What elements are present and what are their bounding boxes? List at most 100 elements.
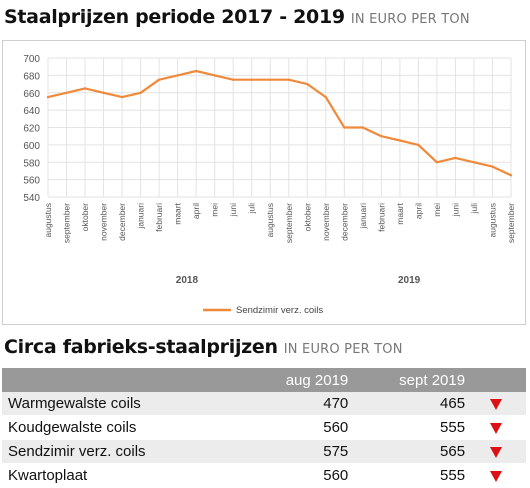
price-table: aug 2019 sept 2019 Warmgewalste coils 47… [2, 368, 526, 488]
year-label: 2018 [176, 275, 199, 286]
data-point [398, 139, 401, 142]
x-tick-label: september [506, 203, 516, 243]
y-tick-label: 620 [23, 124, 40, 135]
chart-title-unit: IN EURO PER TON [350, 12, 470, 27]
data-point [269, 78, 272, 81]
x-tick-label: november [99, 203, 109, 241]
x-tick-label: oktober [302, 203, 312, 232]
row-sep-value: 555 [348, 415, 466, 440]
x-tick-label: augustus [265, 203, 275, 238]
x-tick-label: september [284, 203, 294, 243]
header-name [2, 368, 242, 392]
data-point [509, 174, 513, 177]
data-point [65, 91, 68, 94]
data-point [361, 126, 364, 129]
data-point [139, 91, 142, 94]
data-point [46, 95, 50, 99]
data-point [324, 95, 327, 99]
row-trend [465, 392, 526, 416]
x-tick-label: januari [358, 203, 368, 230]
row-aug-value: 560 [241, 463, 349, 488]
x-tick-label: juli [247, 203, 257, 215]
data-point [250, 78, 253, 81]
data-point [287, 78, 290, 81]
data-point [176, 74, 179, 77]
table-title-unit: IN EURO PER TON [283, 342, 403, 357]
header-aug: aug 2019 [241, 368, 349, 392]
year-label: 2019 [398, 275, 421, 286]
y-tick-label: 660 [23, 89, 40, 100]
legend-label: Sendzimir verz. coils [236, 305, 323, 316]
row-aug-value: 575 [241, 439, 349, 464]
table-row: Koudgewalste coils 560 555 [2, 415, 526, 440]
chart-container: 540 560 580 600 620 640 660 680 700 augustus septe… [2, 40, 526, 325]
header-trend [465, 368, 526, 392]
table-row: Sendzimir verz. coils 575 565 [2, 439, 526, 464]
data-point [306, 82, 309, 86]
data-point [102, 91, 105, 94]
down-arrow-icon [489, 446, 502, 458]
data-point [213, 74, 216, 77]
row-sep-value: 565 [348, 439, 466, 464]
x-tick-label: februari [154, 203, 164, 232]
x-tick-label: april [413, 203, 423, 219]
x-tick-label: juni [450, 203, 460, 217]
data-point [454, 156, 457, 160]
x-tick-label: juli [469, 203, 479, 215]
y-tick-label: 680 [23, 71, 40, 82]
x-tick-label: april [191, 203, 201, 219]
data-point [158, 78, 161, 81]
data-point [491, 165, 494, 168]
y-tick-label: 560 [23, 176, 40, 187]
row-trend [465, 415, 526, 440]
x-tick-label: november [321, 203, 331, 241]
y-tick-label: 700 [23, 54, 40, 65]
data-point [343, 126, 346, 129]
data-point [195, 69, 198, 73]
x-tick-label: augustus [487, 203, 497, 238]
y-tick-label: 540 [23, 193, 40, 204]
x-tick-label: december [339, 203, 349, 241]
row-sep-value: 465 [348, 392, 466, 416]
table-header-row: aug 2019 sept 2019 [2, 368, 526, 392]
row-name: Warmgewalste coils [2, 392, 242, 416]
y-tick-label: 600 [23, 141, 40, 152]
down-arrow-icon [489, 398, 502, 410]
x-tick-label: mei [210, 203, 220, 217]
data-point [472, 161, 476, 164]
x-tick-label: januari [136, 203, 146, 230]
x-tick-label: februari [376, 203, 386, 232]
x-tick-label: maart [395, 202, 405, 224]
data-point [83, 87, 87, 90]
data-point [435, 161, 439, 164]
y-tick-label: 580 [23, 158, 40, 169]
chart-title-text: Staalprijzen periode 2017 - 2019 [4, 6, 345, 28]
header-sep: sept 2019 [348, 368, 466, 392]
data-point [380, 135, 383, 138]
row-trend [465, 463, 526, 488]
down-arrow-icon [489, 422, 502, 434]
x-tick-label: mei [432, 203, 442, 217]
table-row: Kwartoplaat 560 555 [2, 463, 526, 488]
y-tick-label: 640 [23, 106, 40, 117]
x-tick-label: juni [228, 203, 238, 217]
data-point [232, 78, 235, 81]
table-row: Warmgewalste coils 470 465 [2, 392, 526, 416]
row-name: Sendzimir verz. coils [2, 439, 242, 464]
row-sep-value: 555 [348, 463, 466, 488]
line-chart: 540 560 580 600 620 640 660 680 700 augustus septe… [23, 54, 516, 316]
row-name: Koudgewalste coils [2, 415, 242, 440]
x-tick-label: oktober [80, 203, 90, 232]
data-point [417, 143, 420, 146]
x-tick-label: maart [173, 202, 183, 224]
row-name: Kwartoplaat [2, 463, 242, 488]
data-point [120, 95, 124, 99]
table-title-text: Circa fabrieks-staalprijzen [4, 336, 278, 358]
row-aug-value: 560 [241, 415, 349, 440]
x-tick-label: augustus [43, 203, 53, 238]
row-trend [465, 439, 526, 464]
series-line [46, 69, 513, 177]
down-arrow-icon [489, 470, 502, 482]
x-tick-label: december [117, 203, 127, 241]
x-tick-label: september [62, 203, 72, 243]
